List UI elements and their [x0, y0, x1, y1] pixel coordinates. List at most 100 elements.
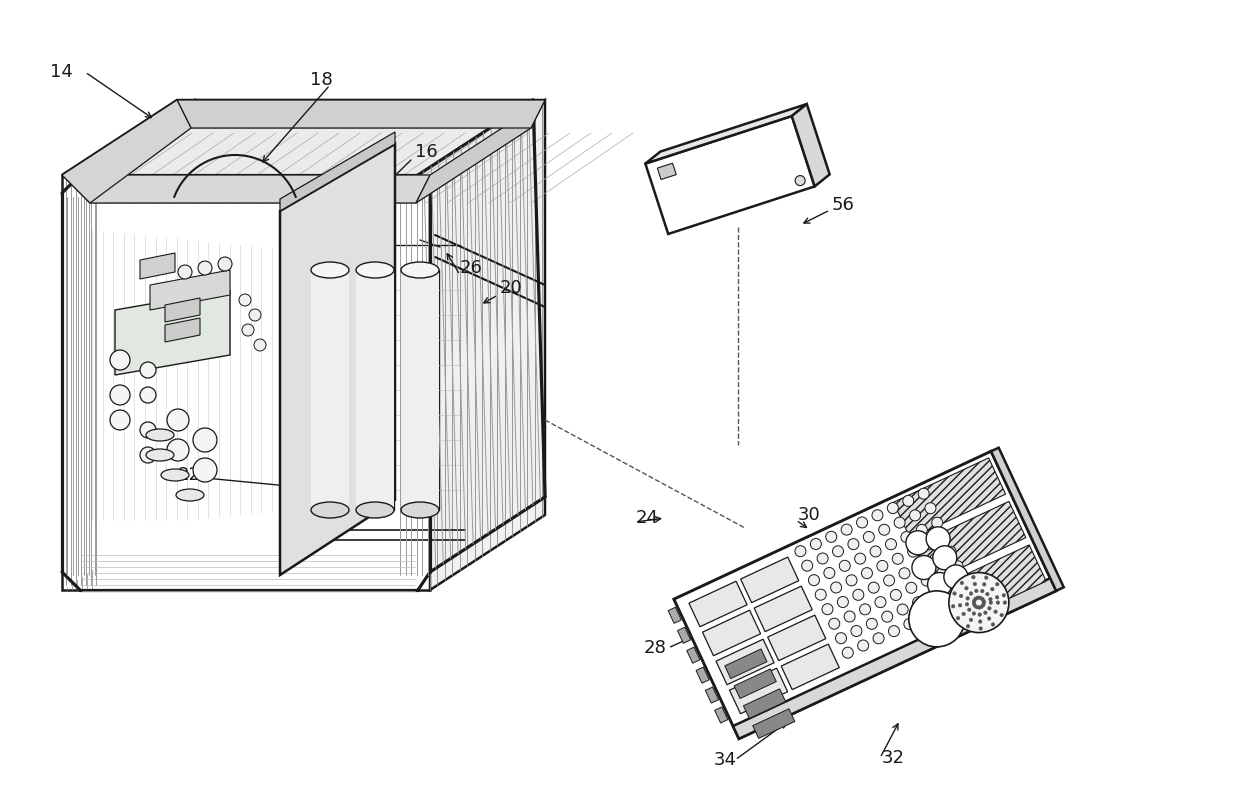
- Circle shape: [919, 611, 930, 623]
- Circle shape: [848, 538, 859, 550]
- Text: 34: 34: [714, 751, 737, 769]
- Circle shape: [986, 592, 990, 596]
- Circle shape: [982, 600, 986, 603]
- Circle shape: [967, 608, 971, 611]
- Circle shape: [996, 601, 999, 604]
- Polygon shape: [165, 298, 200, 322]
- Polygon shape: [165, 318, 200, 342]
- Polygon shape: [714, 707, 728, 723]
- Circle shape: [882, 611, 893, 623]
- Circle shape: [977, 606, 981, 609]
- Circle shape: [1002, 593, 1006, 597]
- Circle shape: [859, 603, 870, 615]
- Text: 14: 14: [50, 63, 73, 81]
- Polygon shape: [62, 100, 191, 203]
- Polygon shape: [894, 458, 1006, 538]
- Circle shape: [193, 428, 217, 452]
- Circle shape: [795, 175, 805, 186]
- Polygon shape: [703, 610, 760, 656]
- Polygon shape: [740, 557, 799, 603]
- Circle shape: [193, 458, 217, 482]
- Circle shape: [972, 576, 975, 579]
- Circle shape: [966, 624, 970, 628]
- Circle shape: [889, 626, 899, 637]
- Polygon shape: [91, 128, 531, 203]
- Circle shape: [857, 517, 868, 528]
- Circle shape: [991, 623, 994, 626]
- Polygon shape: [62, 100, 546, 175]
- Circle shape: [913, 597, 924, 607]
- Polygon shape: [280, 132, 396, 211]
- Polygon shape: [991, 448, 1064, 591]
- Circle shape: [923, 539, 934, 550]
- Circle shape: [140, 447, 156, 463]
- Circle shape: [983, 611, 987, 615]
- Circle shape: [140, 387, 156, 403]
- Circle shape: [831, 582, 842, 593]
- Text: 24: 24: [636, 509, 658, 527]
- Circle shape: [826, 531, 837, 542]
- Ellipse shape: [356, 262, 394, 278]
- Polygon shape: [415, 100, 546, 203]
- Polygon shape: [430, 100, 546, 590]
- Circle shape: [842, 647, 853, 658]
- Circle shape: [851, 626, 862, 637]
- Polygon shape: [729, 668, 787, 714]
- Polygon shape: [668, 607, 681, 623]
- Ellipse shape: [311, 502, 348, 518]
- Circle shape: [945, 546, 956, 557]
- Circle shape: [944, 582, 955, 593]
- Polygon shape: [715, 639, 774, 684]
- Circle shape: [966, 596, 970, 600]
- Circle shape: [179, 265, 192, 279]
- Circle shape: [959, 575, 970, 586]
- Circle shape: [930, 554, 941, 565]
- Circle shape: [914, 561, 925, 572]
- Circle shape: [972, 599, 976, 603]
- Ellipse shape: [311, 262, 348, 278]
- Polygon shape: [62, 175, 430, 203]
- Circle shape: [868, 582, 879, 593]
- Circle shape: [873, 633, 884, 644]
- Circle shape: [110, 410, 130, 430]
- Circle shape: [890, 589, 901, 600]
- Circle shape: [884, 575, 894, 586]
- Circle shape: [916, 524, 928, 535]
- Circle shape: [888, 503, 898, 514]
- Circle shape: [980, 605, 983, 608]
- Circle shape: [928, 573, 951, 596]
- Polygon shape: [150, 270, 229, 310]
- Circle shape: [973, 597, 977, 600]
- Text: 18: 18: [310, 71, 332, 89]
- Circle shape: [956, 616, 960, 620]
- Circle shape: [808, 575, 820, 586]
- Polygon shape: [177, 100, 546, 128]
- Circle shape: [926, 527, 950, 551]
- Circle shape: [975, 605, 978, 609]
- Ellipse shape: [146, 429, 174, 441]
- Circle shape: [925, 503, 936, 514]
- Circle shape: [239, 294, 250, 306]
- Circle shape: [905, 582, 916, 593]
- Circle shape: [167, 439, 188, 461]
- Circle shape: [981, 589, 985, 593]
- Circle shape: [823, 568, 835, 579]
- Ellipse shape: [161, 469, 188, 481]
- Circle shape: [982, 583, 986, 586]
- Circle shape: [978, 626, 982, 630]
- Text: 30: 30: [799, 506, 821, 524]
- Circle shape: [939, 532, 950, 542]
- Circle shape: [897, 604, 908, 615]
- Polygon shape: [280, 144, 396, 575]
- Circle shape: [944, 565, 968, 589]
- Circle shape: [846, 575, 857, 586]
- Polygon shape: [792, 104, 830, 186]
- Circle shape: [832, 546, 843, 557]
- Polygon shape: [753, 709, 795, 738]
- Circle shape: [950, 597, 961, 608]
- Text: 28: 28: [644, 639, 667, 657]
- Circle shape: [901, 531, 911, 542]
- Polygon shape: [754, 586, 812, 632]
- Polygon shape: [657, 163, 676, 179]
- Circle shape: [854, 554, 866, 564]
